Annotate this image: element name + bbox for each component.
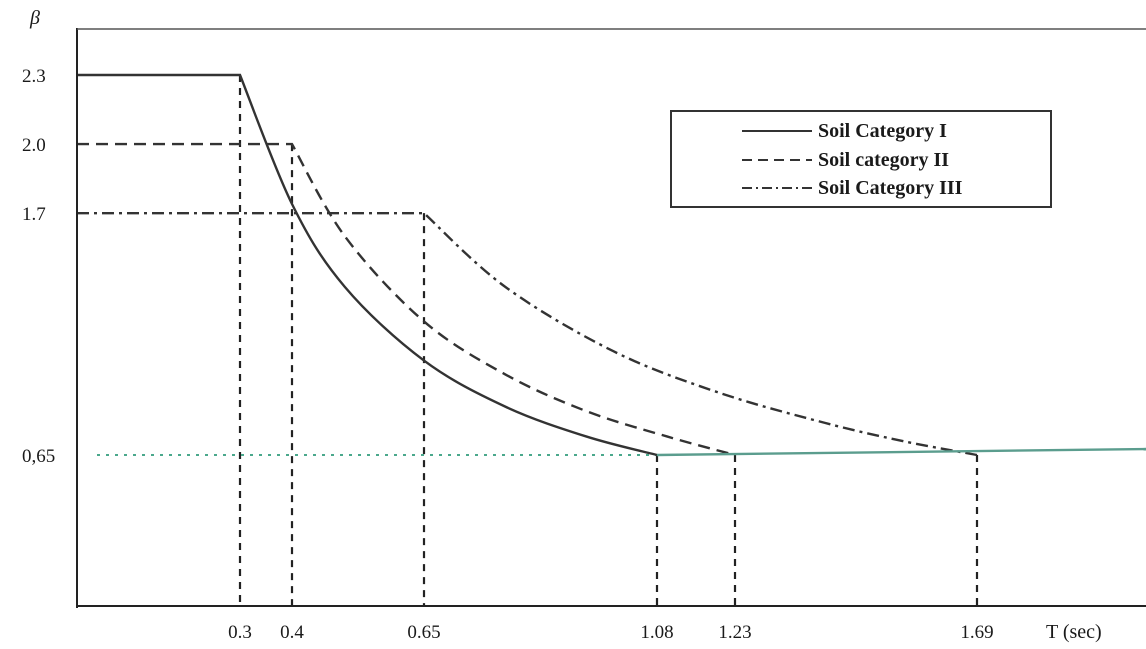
x-tick-label: 1.23 <box>718 622 751 643</box>
y-tick-label: 1.7 <box>22 204 46 225</box>
axes <box>76 28 1146 608</box>
legend: Soil Category I Soil category II Soil Ca… <box>670 110 1052 208</box>
plateau-line <box>656 447 1146 457</box>
legend-label-soil-category-1: Soil Category I <box>818 120 947 142</box>
legend-label-soil-category-3: Soil Category III <box>818 177 963 199</box>
y-tick-label: 0,65 <box>22 446 55 467</box>
x-axis-title: T (sec) <box>1046 621 1102 643</box>
y-tick-label: 2.3 <box>22 66 46 87</box>
tick-labels: 2.3 2.0 1.7 0,65 0.3 0.4 0.65 1.08 1.23 1.69 <box>22 66 994 643</box>
y-axis-title: β <box>29 7 40 29</box>
series-line-1 <box>77 73 658 457</box>
series-line-3 <box>77 211 978 457</box>
legend-label-soil-category-2: Soil category II <box>818 149 949 171</box>
y-tick-label: 2.0 <box>22 135 46 156</box>
x-tick-label: 1.08 <box>640 622 673 643</box>
x-tick-label: 1.69 <box>960 622 993 643</box>
x-tick-label: 0.3 <box>228 622 252 643</box>
series-line-2 <box>77 142 736 457</box>
x-tick-label: 0.65 <box>407 622 440 643</box>
x-tick-label: 0.4 <box>280 622 304 643</box>
reference-lines <box>97 75 979 606</box>
legend-box <box>670 110 1052 208</box>
series-lines <box>77 73 1146 457</box>
